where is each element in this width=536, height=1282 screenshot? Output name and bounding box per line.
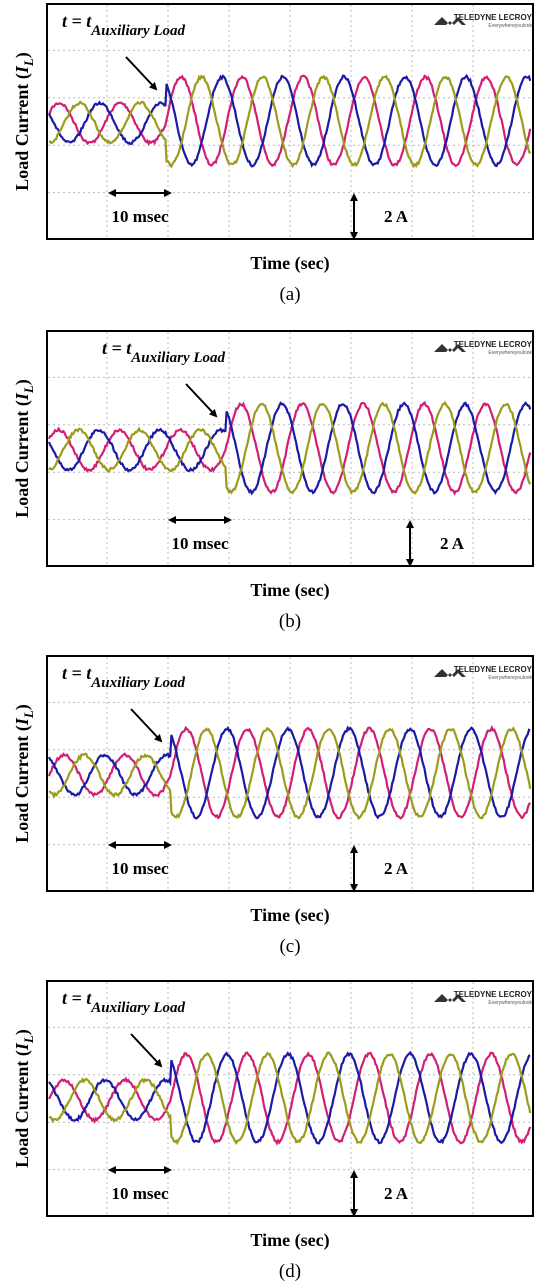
annotation-subscript: Auxiliary Load <box>90 1000 185 1016</box>
x-axis-label: Time (sec) <box>250 1230 329 1251</box>
annotation-text: t = t <box>62 11 92 31</box>
y-label-close: ) <box>12 1029 33 1035</box>
y-label-text: Load Current ( <box>12 400 33 518</box>
annotation-subscript: Auxiliary Load <box>90 675 185 691</box>
logo-brand: TELEDYNE LECROY <box>454 990 533 999</box>
y-label-close: ) <box>12 52 33 58</box>
current-scale: 2 A <box>384 859 409 878</box>
y-axis-label: Load Current (IL) <box>12 52 36 191</box>
annotation-subscript: Auxiliary Load <box>90 23 185 39</box>
y-axis-label: Load Current (IL) <box>12 1029 36 1168</box>
y-label-close: ) <box>12 379 33 385</box>
logo-brand: TELEDYNE LECROY <box>454 665 533 674</box>
annotation-subscript: Auxiliary Load <box>130 350 225 366</box>
y-label-subscript: L <box>21 385 36 394</box>
current-scale: 2 A <box>384 207 409 226</box>
logo-tagline: Everywhereyoulook <box>488 23 532 29</box>
y-label-subscript: L <box>21 58 36 67</box>
time-scale: 10 msec <box>171 534 229 553</box>
caption: (a) <box>279 284 300 305</box>
x-axis-label: Time (sec) <box>250 253 329 274</box>
logo-tagline: Everywhereyoulook <box>488 675 532 681</box>
current-scale: 2 A <box>440 534 465 553</box>
y-label-text: Load Current ( <box>12 73 33 191</box>
caption: (d) <box>279 1261 301 1282</box>
x-axis-label: Time (sec) <box>250 580 329 601</box>
annotation-text: t = t <box>62 988 92 1008</box>
y-label-text: Load Current ( <box>12 725 33 843</box>
annotation-text: t = t <box>62 663 92 683</box>
logo-tagline: Everywhereyoulook <box>488 350 532 356</box>
figure: TELEDYNE LECROYEverywhereyoulookt = tAux… <box>0 0 536 1282</box>
x-axis-label: Time (sec) <box>250 905 329 926</box>
time-scale: 10 msec <box>111 859 169 878</box>
y-axis-label: Load Current (IL) <box>12 704 36 843</box>
caption: (b) <box>279 611 301 632</box>
current-scale: 2 A <box>384 1184 409 1203</box>
logo-brand: TELEDYNE LECROY <box>454 13 533 22</box>
time-scale: 10 msec <box>111 207 169 226</box>
logo-tagline: Everywhereyoulook <box>488 1000 532 1006</box>
y-label-text: Load Current ( <box>12 1050 33 1168</box>
y-label-subscript: L <box>21 1035 36 1044</box>
logo-brand: TELEDYNE LECROY <box>454 340 533 349</box>
y-label-close: ) <box>12 704 33 710</box>
y-axis-label: Load Current (IL) <box>12 379 36 518</box>
caption: (c) <box>279 936 300 957</box>
annotation-text: t = t <box>102 338 132 358</box>
y-label-subscript: L <box>21 710 36 719</box>
time-scale: 10 msec <box>111 1184 169 1203</box>
